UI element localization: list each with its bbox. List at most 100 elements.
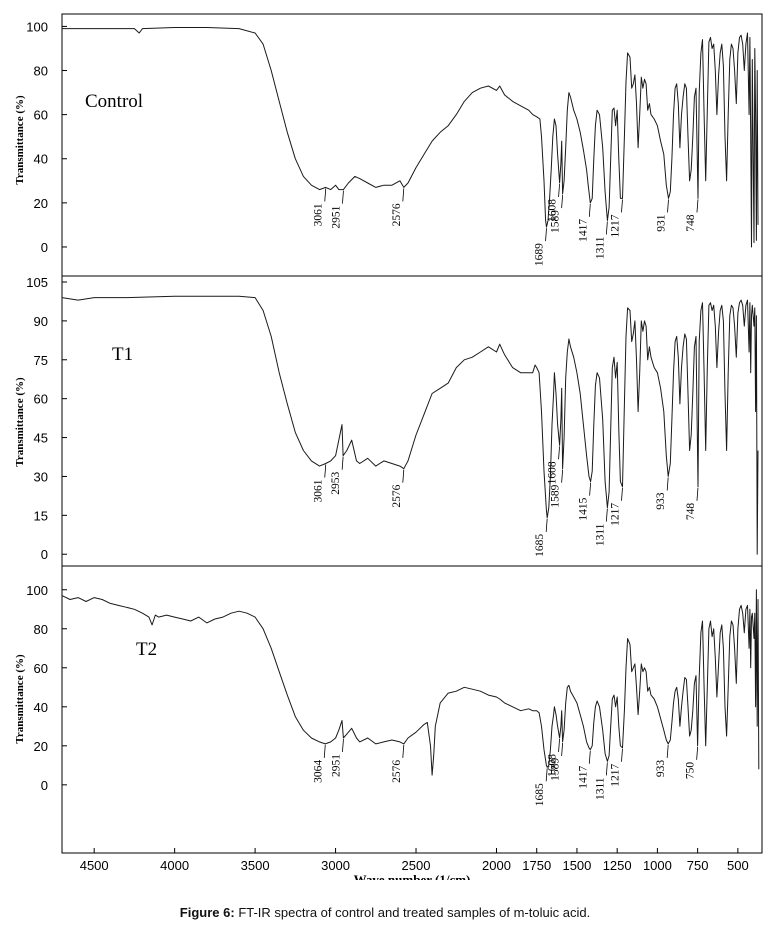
- y-tick-label: 100: [26, 583, 48, 598]
- peak-label: 1217: [609, 214, 621, 237]
- peak-label: 1311: [594, 523, 606, 546]
- peak-label: 2951: [330, 205, 342, 228]
- peak-leader: [605, 762, 608, 776]
- x-tick-label: 1500: [562, 858, 591, 873]
- peak-leader: [558, 183, 560, 198]
- y-tick-label: 0: [41, 778, 48, 793]
- peak-leader: [545, 518, 548, 532]
- peak-leader: [696, 199, 699, 213]
- peak-label: 2953: [330, 471, 342, 494]
- peak-leader: [621, 199, 623, 213]
- spectrum-line: [61, 295, 759, 555]
- y-tick-label: 40: [34, 152, 48, 167]
- y-tick-label: 40: [34, 700, 48, 715]
- y-tick-label: 0: [41, 547, 48, 562]
- peak-leader: [342, 738, 344, 753]
- peak-label: 748: [685, 503, 697, 521]
- peak-leader: [342, 190, 344, 204]
- y-tick-label: 0: [41, 240, 48, 255]
- y-tick-label: 80: [34, 622, 48, 637]
- x-tick-label: 2000: [482, 858, 511, 873]
- peak-leader: [558, 738, 560, 753]
- peak-label: 3061: [313, 203, 325, 226]
- x-tick-label: 1250: [603, 858, 632, 873]
- x-tick-label: 1000: [643, 858, 672, 873]
- peak-label: 2576: [391, 203, 403, 226]
- y-tick-label: 100: [26, 19, 48, 34]
- peak-leader: [324, 188, 327, 202]
- panel-frame: [61, 275, 763, 567]
- y-tick-label: 60: [34, 108, 48, 123]
- peak-label: 1589: [550, 210, 562, 233]
- y-tick-label: 60: [34, 392, 48, 407]
- x-tick-label: 500: [727, 858, 749, 873]
- spectra-panels: 0 20 40 60 80 100 Transmittance (%) Control 3061…: [14, 13, 763, 854]
- sample-name: T2: [136, 639, 157, 660]
- x-tick-label: 4000: [160, 858, 189, 873]
- peak-label: 1608: [547, 461, 559, 484]
- peak-leader: [341, 456, 344, 470]
- x-axis-label: Wave number (1/cm): [354, 872, 471, 880]
- peak-leader: [605, 508, 608, 522]
- peak-label: 1689: [534, 243, 546, 266]
- peak-leader: [545, 768, 548, 782]
- peak-label: 1217: [609, 764, 621, 787]
- spectrum-line: [61, 589, 760, 776]
- x-tick-label: 3500: [241, 858, 270, 873]
- peak-leader: [402, 744, 405, 758]
- peak-leader: [666, 744, 669, 758]
- x-axis: 4500 4000 3500 3000 2500 2000 1750 1500 1250 1000…: [80, 848, 749, 880]
- peak-label: 1417: [577, 219, 589, 242]
- peak-label: 933: [655, 492, 667, 510]
- peak-label: 1311: [594, 236, 606, 259]
- y-tick-label: 80: [34, 64, 48, 79]
- peak-label: 1217: [609, 503, 621, 526]
- peak-leader: [402, 188, 405, 202]
- peak-label: 750: [685, 762, 697, 780]
- peak-leader: [696, 746, 699, 760]
- caption-text: FT-IR spectra of control and treated sam…: [234, 905, 591, 920]
- peak-leader: [561, 742, 564, 756]
- peak-leader: [558, 446, 560, 460]
- y-tick-label: 30: [34, 469, 48, 484]
- peak-leader: [588, 203, 591, 217]
- peak-label: 3064: [312, 760, 324, 783]
- peak-label: 1608: [547, 199, 559, 222]
- ftir-figure: 0 20 40 60 80 100 Transmittance (%) Control 3061…: [14, 13, 763, 880]
- panel-frame: [61, 565, 763, 854]
- panel-t2: 0 20 40 60 80 100 Transmittance (%) T2 3064 2951 2…: [14, 565, 763, 854]
- peak-label: 1685: [534, 534, 546, 557]
- sample-name: Control: [85, 91, 143, 112]
- panel-t1: 0 15 30 45 60 75 90 105 Transmittance (%) T1 3061 2…: [14, 275, 763, 567]
- peak-leader: [621, 748, 623, 762]
- peak-leader: [621, 487, 623, 501]
- y-axis-label: Transmittance (%): [14, 654, 26, 744]
- y-tick-label: 45: [34, 431, 48, 446]
- y-tick-label: 75: [34, 353, 48, 368]
- peak-label: 2576: [391, 484, 403, 507]
- y-tick-label: 20: [34, 739, 48, 754]
- x-tick-label: 1750: [522, 858, 551, 873]
- peak-label: 1417: [577, 765, 589, 788]
- y-axis-label: Transmittance (%): [14, 377, 26, 467]
- peak-leader: [561, 469, 564, 483]
- peak-label: 1415: [578, 497, 590, 520]
- peak-label: 933: [655, 760, 667, 778]
- spectrum-line: [62, 27, 759, 248]
- peak-leader: [589, 482, 592, 496]
- panel-frame: [61, 13, 763, 277]
- peak-leader: [588, 750, 591, 764]
- y-tick-label: 20: [34, 196, 48, 211]
- caption-label: Figure 6:: [179, 905, 235, 920]
- panel-control: 0 20 40 60 80 100 Transmittance (%) Control 3061…: [14, 13, 763, 277]
- peak-leader: [696, 487, 699, 501]
- x-tick-label: 2500: [402, 858, 431, 873]
- x-tick-label: 750: [687, 858, 709, 873]
- peak-leader: [402, 469, 405, 483]
- peak-label: 1589: [550, 758, 562, 781]
- y-axis-label: Transmittance (%): [14, 95, 26, 185]
- peak-label: 1685: [534, 783, 546, 806]
- peak-leader: [666, 477, 669, 491]
- peak-leader: [545, 228, 547, 242]
- peak-label: 1589: [550, 484, 562, 507]
